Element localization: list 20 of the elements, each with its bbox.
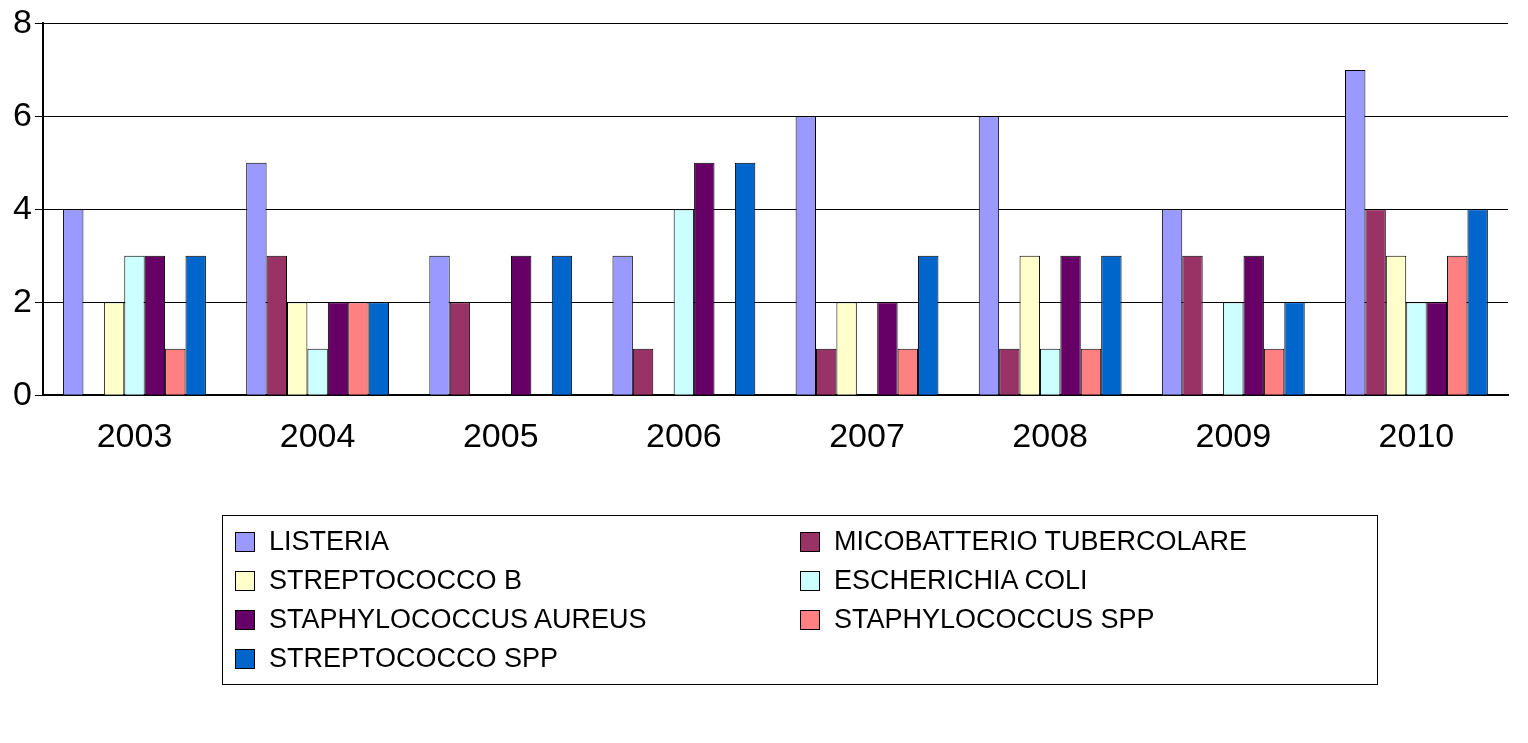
y-tick-label: 2 <box>12 280 32 319</box>
x-tick-label: 2007 <box>829 415 905 454</box>
x-tick-label: 2005 <box>462 415 539 454</box>
x-tick-label: 2009 <box>1195 415 1272 454</box>
legend-label: MICOBATTERIO TUBERCOLARE <box>834 526 1248 557</box>
legend-label: LISTERIA <box>269 526 390 557</box>
legend-label: STAPHYLOCOCCUS AUREUS <box>269 604 647 635</box>
legend-label: ESCHERICHIA COLI <box>834 565 1088 596</box>
x-tick-label: 2006 <box>646 415 722 454</box>
x-tick-label: 2004 <box>279 415 356 454</box>
x-tick-label: 2008 <box>1012 415 1088 454</box>
y-tick-label: 6 <box>12 94 32 133</box>
legend-label: STAPHYLOCOCCUS SPP <box>834 604 1155 635</box>
x-tick-label: 2010 <box>1378 415 1455 454</box>
y-tick-label: 0 <box>12 373 32 412</box>
y-tick-label: 8 <box>12 1 32 40</box>
legend-label: STREPTOCOCCO SPP <box>269 643 559 674</box>
x-tick-label: 2003 <box>96 415 173 454</box>
y-tick-label: 4 <box>12 187 32 226</box>
legend-label: STREPTOCOCCO B <box>269 565 523 596</box>
